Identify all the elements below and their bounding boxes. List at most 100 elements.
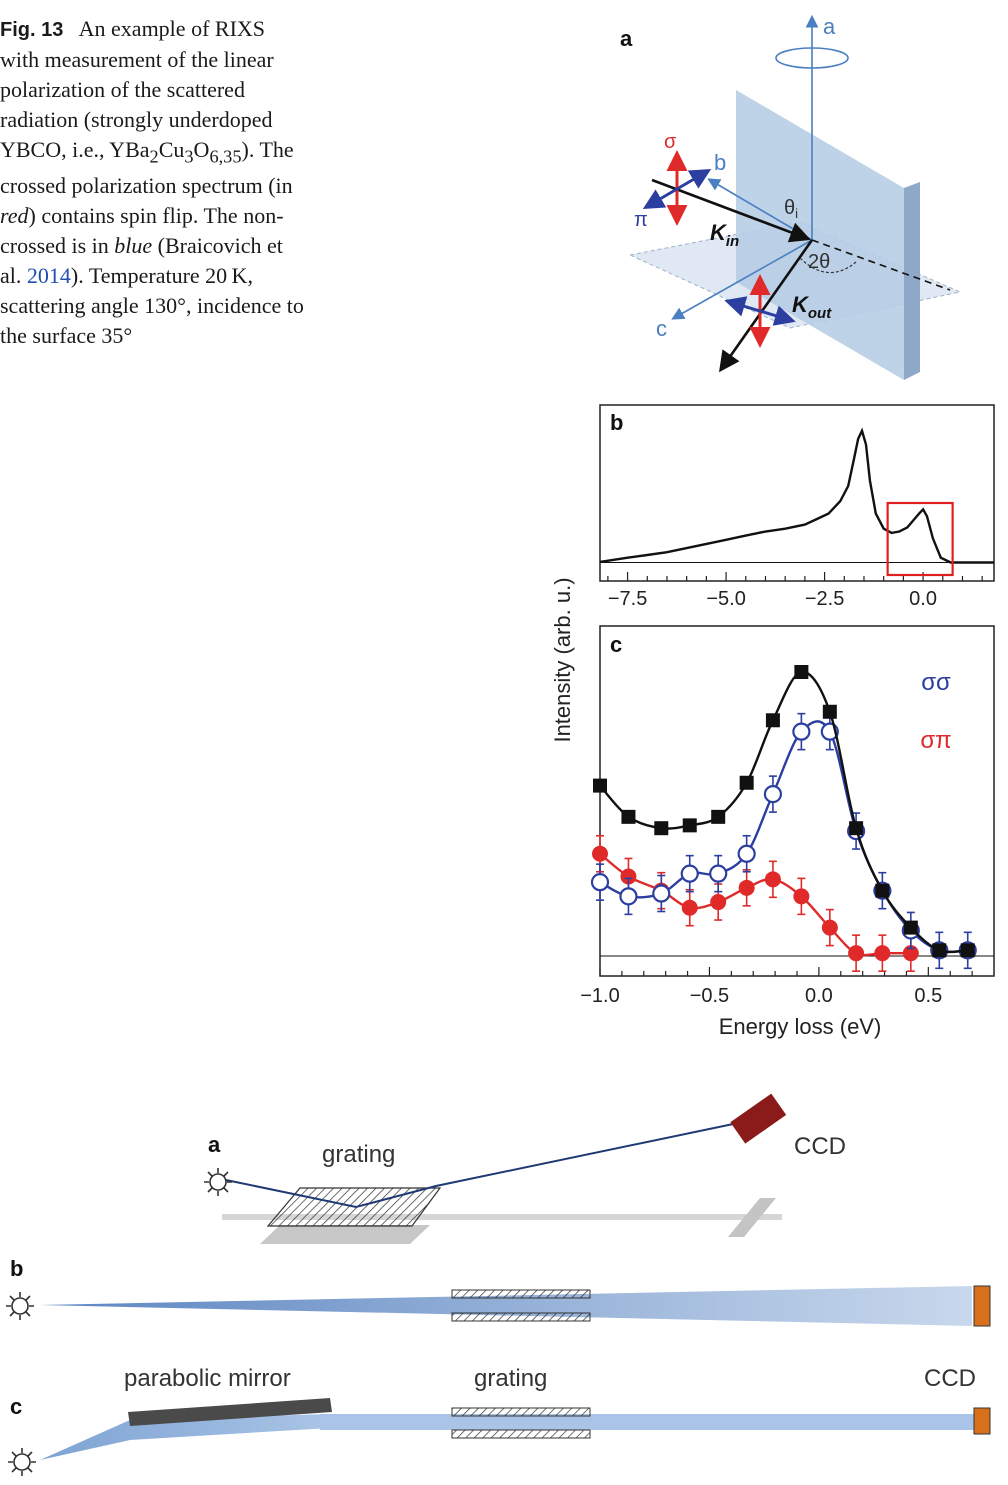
caption-sub-3: 6,35 bbox=[209, 146, 242, 167]
ccd-label-c: CCD bbox=[924, 1365, 976, 1392]
data-point bbox=[737, 844, 756, 863]
k-out-label: Kout bbox=[792, 292, 832, 322]
caption-text-5: ) contains spin flip. The non-crossed is… bbox=[0, 203, 284, 259]
caption-text-1: An example of RIXS with measurement of t… bbox=[0, 16, 274, 162]
data-point bbox=[654, 821, 669, 836]
two-theta-label: 2θ bbox=[808, 251, 830, 273]
panel-a-label: a bbox=[620, 26, 633, 51]
ccd-detector-a bbox=[730, 1093, 787, 1144]
panel-c-tick-label: 0.0 bbox=[805, 985, 833, 1007]
caption-blue-word: blue bbox=[114, 233, 153, 259]
data-point bbox=[763, 785, 783, 804]
grating-shadow bbox=[260, 1225, 430, 1244]
data-point bbox=[932, 943, 947, 958]
panel-b-tick-label: −5.0 bbox=[706, 588, 745, 610]
panel-b-chart: b −7.5 −5.0 −2.5 0.0 bbox=[599, 404, 995, 610]
sample-edge bbox=[904, 182, 920, 380]
caption-red-word: red bbox=[0, 203, 29, 229]
panel-b-spectrum bbox=[599, 427, 994, 564]
data-point bbox=[903, 920, 918, 935]
figure-spectrometer-schemes: a grating CCD b c bbox=[6, 1093, 991, 1476]
rotation-arrow bbox=[775, 47, 849, 69]
data-point bbox=[848, 945, 865, 962]
grating-label-c: grating bbox=[474, 1365, 547, 1392]
caption-text-4: ). The crossed polarization spectrum (in bbox=[0, 137, 294, 199]
panel-b-frame bbox=[599, 404, 995, 582]
data-point bbox=[875, 883, 890, 898]
citation-link[interactable]: 2014 bbox=[26, 263, 71, 289]
axis-a-label: a bbox=[823, 14, 836, 39]
figure-caption: Fig. 13 An example of RIXS with measurem… bbox=[0, 14, 305, 351]
grating-b bbox=[451, 1289, 591, 1322]
data-point bbox=[680, 864, 699, 883]
parabolic-mirror-label: parabolic mirror bbox=[124, 1365, 291, 1392]
data-point bbox=[709, 864, 728, 883]
sigma-label: σ bbox=[664, 131, 677, 153]
ccd-label-a: CCD bbox=[794, 1133, 846, 1160]
data-point bbox=[593, 778, 607, 793]
ccd-detector-c bbox=[973, 1407, 991, 1435]
theta-i-label: θi bbox=[784, 197, 798, 221]
axis-c-arrow bbox=[671, 239, 813, 320]
scheme-b: b bbox=[6, 1256, 991, 1327]
data-point bbox=[765, 713, 780, 728]
data-point bbox=[793, 888, 810, 905]
scheme-c: c parabolic mirror grating CCD bbox=[8, 1365, 991, 1476]
series-line bbox=[599, 852, 911, 957]
source-star-a bbox=[204, 1168, 232, 1196]
data-point bbox=[621, 809, 636, 824]
caption-sub-2: 3 bbox=[184, 146, 194, 167]
ccd-detector-b bbox=[973, 1285, 991, 1327]
caption-text-2: Cu bbox=[158, 137, 185, 162]
panel-b-tick-label: 0.0 bbox=[909, 588, 937, 610]
panel-c-label: c bbox=[610, 632, 622, 657]
k-in-label: Kin bbox=[710, 220, 739, 250]
panel-b-highlight-box bbox=[886, 501, 954, 577]
grating-c bbox=[451, 1407, 591, 1439]
grating-label-a: grating bbox=[322, 1141, 395, 1168]
data-point bbox=[822, 704, 837, 719]
scheme-a-beam bbox=[225, 1117, 763, 1209]
scheme-c-beam-parallel bbox=[320, 1414, 974, 1430]
data-point bbox=[681, 899, 698, 916]
caption-text-6: (Braicovich et al. bbox=[0, 233, 283, 289]
series-sigma-sigma bbox=[590, 712, 977, 970]
source-star-c bbox=[8, 1448, 36, 1476]
data-point bbox=[874, 945, 891, 962]
data-point bbox=[792, 722, 811, 741]
figure-label: Fig. 13 bbox=[0, 19, 64, 41]
x-axis-label: Energy loss (eV) bbox=[719, 1014, 882, 1039]
ccd-shadow bbox=[728, 1198, 776, 1237]
panel-c-series bbox=[590, 665, 977, 972]
data-point bbox=[960, 943, 975, 958]
panel-b-tick-label: −2.5 bbox=[805, 588, 844, 610]
legend-sigma-sigma: σσ bbox=[921, 669, 951, 696]
y-axis-label: Intensity (arb. u.) bbox=[550, 577, 575, 742]
data-point bbox=[794, 665, 809, 679]
pi-label: π bbox=[634, 209, 648, 231]
data-point bbox=[849, 821, 864, 836]
panel-a-geometry: a a b c σ π θi 2θ Kin Kout bbox=[620, 14, 962, 380]
data-point bbox=[652, 884, 671, 903]
parabolic-mirror bbox=[128, 1398, 332, 1426]
panel-c-tick-label: −1.0 bbox=[580, 985, 619, 1007]
scheme-b-beam bbox=[40, 1286, 972, 1326]
scheme-a-label: a bbox=[208, 1132, 221, 1157]
series-line bbox=[599, 720, 968, 953]
data-point bbox=[682, 818, 697, 833]
pi-out-arrow bbox=[724, 296, 796, 326]
data-point bbox=[821, 919, 838, 936]
scheme-a-bench bbox=[222, 1214, 782, 1220]
panel-b-x-ticks: −7.5 −5.0 −2.5 0.0 bbox=[607, 572, 983, 610]
scheme-b-label: b bbox=[10, 1256, 23, 1281]
scheme-c-label: c bbox=[10, 1394, 22, 1419]
panel-c-x-ticks: −1.0 −0.5 0.0 0.5 bbox=[580, 967, 973, 1007]
panel-c-chart: c −1.0 −0.5 0.0 0.5 σσ σπ Intensity (arb. u… bbox=[550, 577, 995, 1039]
data-point bbox=[710, 894, 727, 911]
pi-in-arrow bbox=[642, 168, 712, 210]
panel-b-tick-label: −7.5 bbox=[608, 588, 647, 610]
panel-c-tick-label: 0.5 bbox=[914, 985, 942, 1007]
scheme-c-beam-mirror bbox=[40, 1414, 330, 1460]
panel-c-tick-label: −0.5 bbox=[690, 985, 729, 1007]
legend-sigma-pi: σπ bbox=[920, 727, 951, 754]
